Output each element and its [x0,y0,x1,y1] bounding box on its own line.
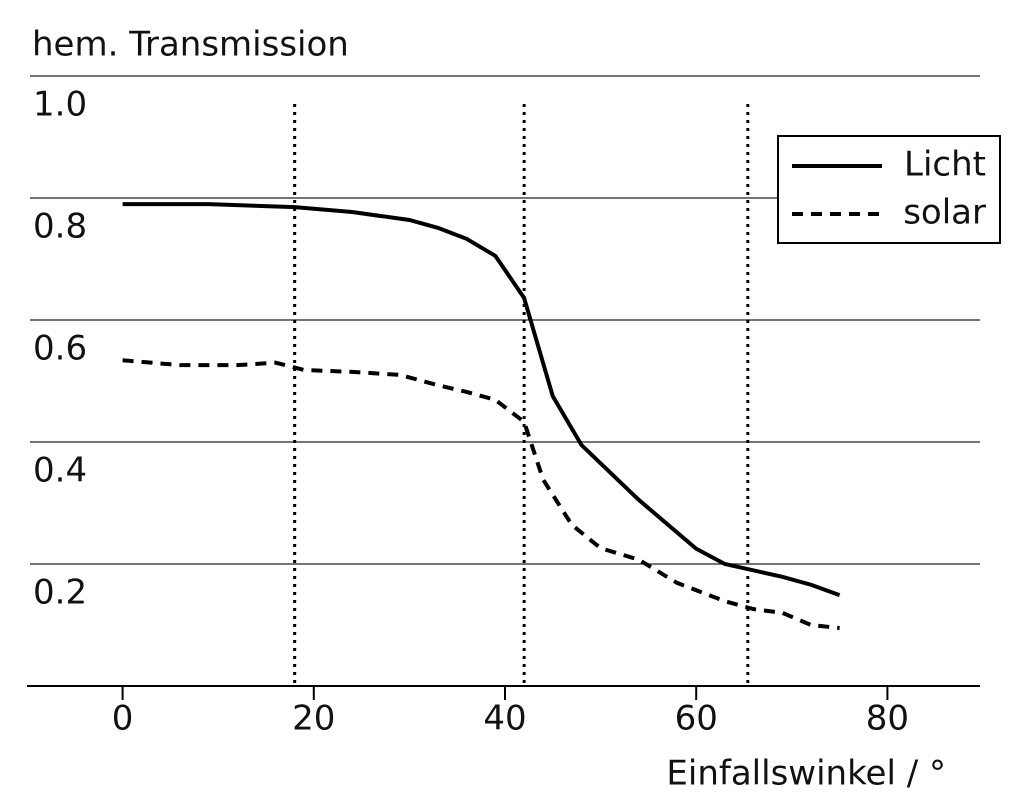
legend-label: solar [903,193,986,233]
y-tick-label: 0.8 [33,207,87,247]
y-tick-label: 0.4 [33,451,87,491]
data-line [122,358,840,631]
x-tick-label: 20 [292,699,335,739]
x-axis-label: Einfallswinkel / ° [666,754,946,794]
y-tick-label: 1.0 [33,85,87,125]
y-tick-label: 0.2 [33,573,87,613]
legend-label: Licht [904,145,986,185]
y-tick-label: 0.6 [33,329,87,369]
data-line [122,202,841,597]
y-axis-label: hem. Transmission [32,25,349,65]
x-tick-label: 0 [112,699,134,739]
x-tick-label: 40 [483,699,526,739]
legend-box [777,135,1001,244]
x-tick-label: 80 [866,699,909,739]
x-tick-label: 60 [675,699,718,739]
